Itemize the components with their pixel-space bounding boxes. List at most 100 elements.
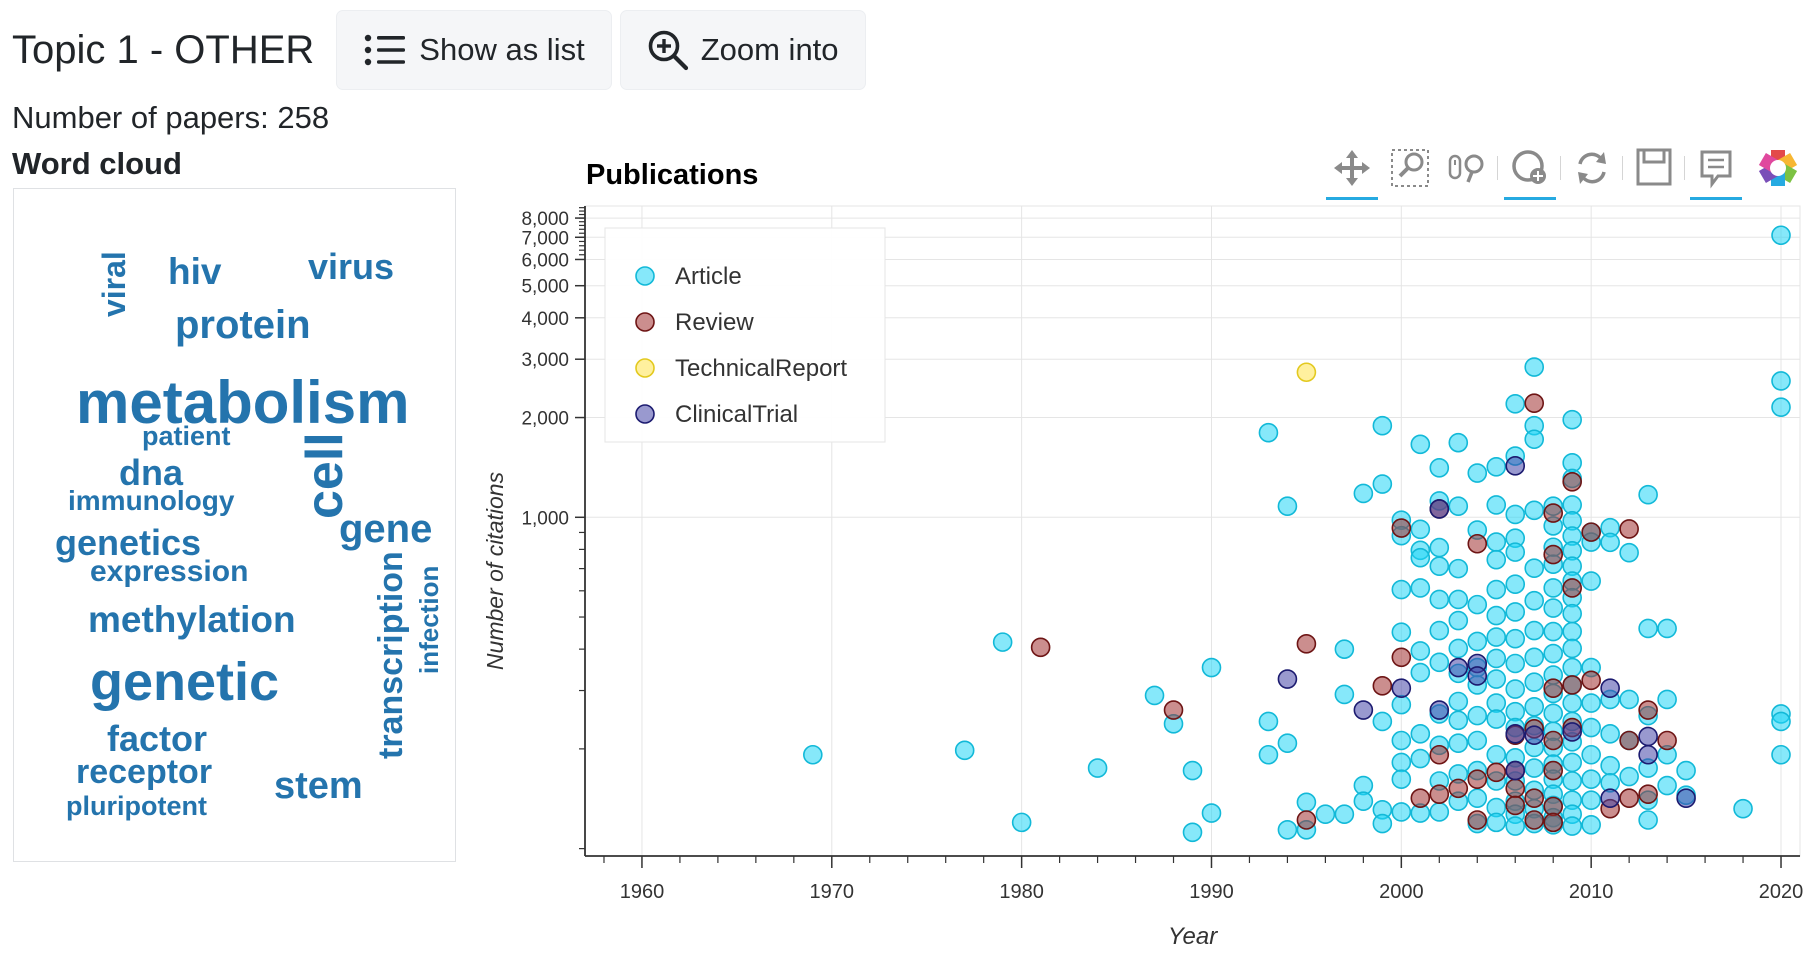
point-review	[1619, 519, 1639, 539]
point-article	[1524, 558, 1545, 579]
point-article	[1277, 819, 1298, 840]
point-article	[1391, 752, 1412, 773]
point-article	[1410, 434, 1431, 455]
point-review	[1581, 670, 1601, 691]
show-as-list-button[interactable]: Show as list	[336, 10, 612, 90]
point-article	[1429, 458, 1450, 478]
point-review	[1429, 744, 1450, 765]
point-review	[1638, 700, 1658, 720]
point-article	[1771, 711, 1791, 732]
point-article	[1201, 657, 1222, 678]
pan-tool[interactable]	[1326, 142, 1378, 200]
point-article	[1410, 748, 1431, 769]
word-immunology: immunology	[68, 485, 235, 516]
point-article	[1391, 769, 1412, 790]
point-article	[1505, 816, 1526, 836]
point-article	[1410, 724, 1431, 744]
point-article	[1505, 679, 1526, 699]
point-review	[1467, 810, 1488, 830]
point-article	[1277, 733, 1298, 754]
point-article	[1638, 484, 1658, 505]
point-article	[1505, 574, 1526, 595]
point-clinicaltrial	[1524, 725, 1545, 745]
point-clinicaltrial	[1353, 700, 1374, 720]
point-article	[1372, 415, 1393, 436]
zoom-in-tool[interactable]	[1504, 142, 1556, 200]
word-protein: protein	[175, 303, 311, 347]
legend-label: Review	[675, 309, 754, 336]
point-article	[1467, 705, 1488, 726]
point-article	[1733, 798, 1753, 819]
y-tick-label: 1,000	[521, 508, 569, 529]
point-article	[1467, 463, 1488, 483]
point-article	[1524, 672, 1545, 692]
point-clinicaltrial	[1638, 726, 1658, 747]
point-article	[1486, 648, 1507, 669]
legend-label: Article	[675, 263, 742, 290]
zoom-into-button[interactable]: Zoom into	[619, 10, 866, 90]
point-article	[1562, 771, 1582, 791]
list-icon	[365, 34, 406, 66]
point-review	[1391, 647, 1412, 668]
bokeh-logo[interactable]	[1752, 142, 1804, 194]
point-article	[1486, 744, 1507, 765]
point-article	[1600, 755, 1620, 776]
point-clinicaltrial	[1600, 788, 1620, 808]
point-article	[1429, 556, 1450, 576]
hover-tool[interactable]	[1690, 142, 1742, 200]
point-article	[803, 744, 823, 765]
zoom-in-tool-icon	[1512, 150, 1546, 184]
point-clinicaltrial	[1505, 724, 1526, 744]
box-zoom-tool[interactable]	[1386, 142, 1438, 194]
word-dna: dna	[119, 452, 184, 493]
toolbar-divider	[1560, 156, 1561, 180]
point-article	[1505, 602, 1526, 622]
reset-tool[interactable]	[1566, 142, 1618, 194]
point-article	[1486, 627, 1507, 647]
point-article	[1429, 652, 1450, 673]
point-review	[1543, 503, 1564, 523]
point-review	[1543, 760, 1564, 781]
point-article	[1391, 802, 1412, 822]
save-tool[interactable]	[1628, 142, 1680, 194]
reset-icon	[1578, 152, 1606, 184]
toolbar-divider	[1684, 156, 1685, 180]
point-article	[1581, 693, 1601, 713]
point-article	[1771, 371, 1791, 391]
bokeh-logo-icon	[1758, 150, 1798, 186]
point-review	[1543, 730, 1564, 751]
point-article	[1467, 730, 1488, 751]
x-tick-label: 1990	[1189, 881, 1234, 903]
legend-label: ClinicalTrial	[675, 401, 798, 428]
y-tick-label: 2,000	[521, 409, 569, 430]
point-review	[1486, 762, 1507, 783]
point-clinicaltrial	[1505, 760, 1526, 781]
point-article	[1372, 711, 1393, 732]
point-article	[1410, 662, 1431, 683]
x-tick-label: 1980	[999, 881, 1044, 903]
wheel-zoom-tool[interactable]	[1442, 142, 1494, 194]
word-factor: factor	[107, 718, 208, 759]
toolbar-divider	[1622, 156, 1623, 180]
point-review	[1505, 778, 1526, 799]
publications-chart: 1960 1970 1980 1990 2000 2010 2020 1,000 2,000 3,…	[482, 205, 1803, 948]
point-article	[992, 632, 1013, 652]
x-tick-label: 1970	[810, 881, 855, 903]
point-clinicaltrial	[1505, 456, 1526, 476]
point-article	[1657, 689, 1677, 710]
point-article	[1391, 694, 1412, 715]
point-article	[1277, 496, 1298, 517]
point-article	[1524, 357, 1545, 377]
point-article	[1619, 766, 1639, 787]
wheel-zoom-icon	[1448, 154, 1484, 183]
point-article	[1334, 639, 1355, 659]
point-article	[1486, 812, 1507, 833]
legend-swatch	[635, 312, 655, 332]
point-article	[1448, 691, 1469, 712]
point-review	[1524, 393, 1545, 413]
point-article	[1429, 589, 1450, 610]
point-article	[1486, 579, 1507, 600]
papers-count: Number of papers: 258	[12, 100, 330, 135]
point-article	[1562, 621, 1582, 642]
point-article	[1353, 791, 1374, 812]
